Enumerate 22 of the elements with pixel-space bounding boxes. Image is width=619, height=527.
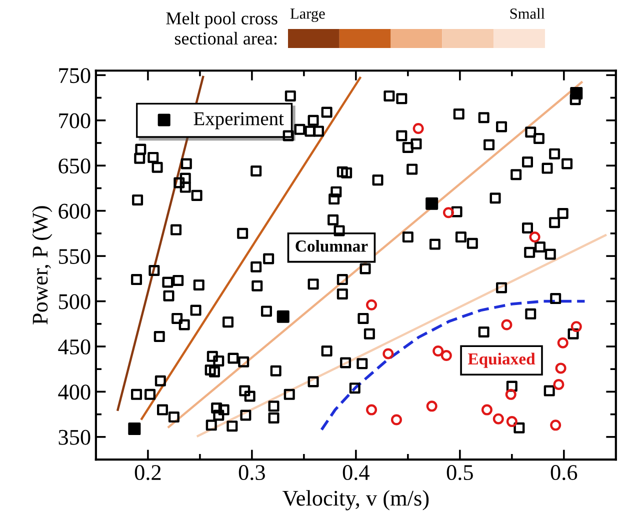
y-tick-label: 400 xyxy=(58,384,90,400)
y-tick-label: 350 xyxy=(58,430,90,445)
y-tick-label: 700 xyxy=(59,113,90,128)
x-axis-title: Velocity, v (m/s) xyxy=(282,490,429,510)
y-tick-label: 600 xyxy=(58,204,90,219)
annotation: Columnar xyxy=(296,240,368,252)
y-axis-title: Power, P (W) xyxy=(32,206,52,324)
y-tick-label: 750 xyxy=(59,68,90,84)
text: Large xyxy=(290,8,325,22)
x-tick-label: 0.4 xyxy=(342,465,370,480)
x-tick-label: 0.5 xyxy=(446,465,473,480)
annotation: Equiaxed xyxy=(468,352,536,368)
x-tick-label: 0.3 xyxy=(238,465,265,480)
legend-label: Experiment xyxy=(194,112,284,130)
text: Small xyxy=(510,8,545,19)
x-tick-label: 0.2 xyxy=(134,465,161,480)
x-tick-label: 0.6 xyxy=(550,465,578,480)
y-tick-label: 500 xyxy=(59,294,90,310)
y-tick-label: 550 xyxy=(59,248,90,264)
text: Melt pool cross sectional area: xyxy=(166,12,278,45)
y-tick-label: 650 xyxy=(58,158,90,174)
y-tick-label: 450 xyxy=(58,339,90,354)
